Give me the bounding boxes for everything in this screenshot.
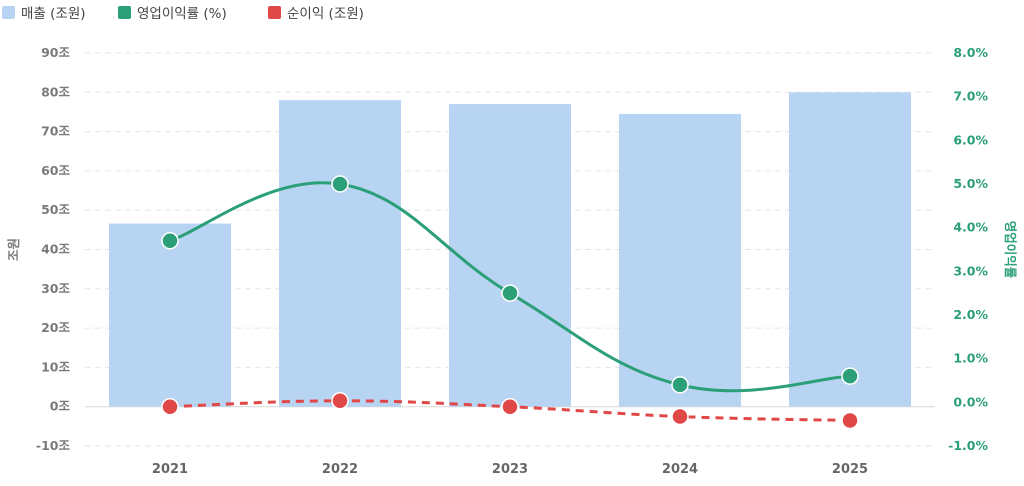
left-tick-label: 90조 — [41, 45, 70, 60]
bar — [789, 92, 911, 407]
right-tick-label: 0.0% — [953, 394, 988, 409]
left-tick-label: 80조 — [41, 84, 70, 99]
left-tick-label: 40조 — [41, 242, 70, 257]
net-income-point — [671, 407, 689, 426]
legend-label: 순이익 (조원) — [287, 6, 364, 22]
right-axis-title: 영업이익률 — [1003, 221, 1018, 279]
right-tick-label: 3.0% — [953, 263, 988, 278]
legend-swatch — [2, 6, 15, 19]
left-tick-label: -10조 — [36, 438, 71, 453]
net-income-point — [161, 397, 179, 416]
operating-margin-point — [161, 232, 179, 250]
legend-label: 매출 (조원) — [21, 6, 86, 22]
line-points — [161, 175, 859, 430]
left-tick-label: 10조 — [41, 359, 70, 374]
net-income-point — [501, 397, 519, 416]
operating-margin-point — [501, 284, 519, 302]
right-tick-label: 2.0% — [953, 307, 988, 322]
x-tick-label: 2024 — [662, 462, 698, 477]
right-axis: -1.0% 0.0% 1.0% 2.0% 3.0% 4.0% 5.0% 6.0% 7.0% 8.0… — [948, 45, 1018, 453]
net-income-point — [841, 411, 859, 430]
left-tick-label: 70조 — [41, 124, 70, 139]
left-tick-label: 0조 — [50, 399, 71, 414]
legend-swatch — [268, 6, 281, 19]
right-tick-label: 5.0% — [953, 176, 988, 191]
left-tick-label: 30조 — [41, 281, 70, 296]
left-tick-label: 50조 — [41, 202, 70, 217]
bar — [109, 223, 231, 407]
net-income-point — [331, 392, 349, 410]
legend-swatch — [118, 6, 131, 19]
x-tick-label: 2023 — [492, 462, 528, 477]
left-axis-title: 조원 — [6, 238, 21, 261]
right-tick-label: 7.0% — [953, 89, 988, 104]
right-tick-label: 6.0% — [953, 132, 988, 147]
x-tick-label: 2025 — [832, 462, 868, 477]
right-tick-label: 1.0% — [953, 351, 988, 366]
bar — [619, 113, 741, 407]
right-tick-label: 4.0% — [953, 220, 988, 235]
operating-margin-point — [671, 376, 689, 394]
right-tick-label: 8.0% — [953, 45, 988, 60]
x-tick-label: 2021 — [152, 462, 188, 477]
operating-margin-point — [841, 367, 859, 385]
x-tick-label: 2022 — [322, 462, 358, 477]
bar-series — [109, 92, 911, 407]
left-tick-label: 60조 — [41, 163, 70, 178]
left-tick-label: 20조 — [41, 320, 70, 335]
legend-label: 영업이익률 (%) — [137, 6, 227, 22]
bar — [279, 100, 401, 407]
right-tick-label: -1.0% — [948, 438, 988, 453]
bar — [449, 104, 571, 407]
legend: 매출 (조원) 영업이익률 (%) 순이익 (조원) — [2, 6, 364, 22]
operating-margin-point — [331, 175, 349, 193]
x-axis: 2021 2022 2023 2024 2025 — [152, 462, 868, 477]
